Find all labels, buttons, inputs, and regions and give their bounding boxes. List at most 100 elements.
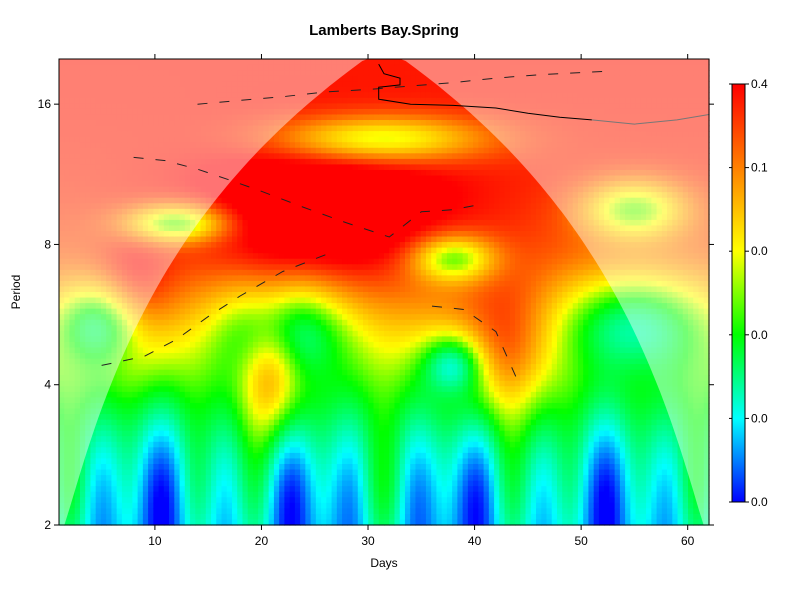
heatmap-cell: [363, 230, 369, 238]
heatmap-cell: [59, 330, 65, 337]
heatmap-cell: [179, 386, 186, 393]
heatmap-cell: [263, 486, 270, 493]
heatmap-cell: [258, 97, 265, 104]
heatmap-cell: [205, 175, 212, 182]
heatmap-cell: [158, 186, 165, 193]
heatmap-cell: [106, 197, 113, 204]
heatmap-cell: [95, 192, 102, 199]
heatmap-cell: [268, 92, 275, 99]
heatmap-cell: [242, 219, 249, 227]
heatmap-cell: [331, 375, 338, 382]
heatmap-cell: [74, 330, 81, 337]
heatmap-cell: [74, 219, 81, 227]
heatmap-cell: [95, 486, 102, 493]
heatmap-cell: [148, 419, 154, 426]
heatmap-cell: [100, 491, 107, 498]
heatmap-cell: [216, 236, 223, 243]
heatmap-cell: [158, 508, 165, 515]
heatmap-cell: [331, 397, 338, 404]
heatmap-cell: [342, 230, 348, 238]
heatmap-cell: [279, 275, 285, 282]
heatmap-cell: [74, 297, 81, 304]
heatmap-cell: [331, 164, 338, 171]
heatmap-cell: [231, 286, 238, 293]
heatmap-cell: [153, 81, 160, 88]
heatmap-cell: [163, 97, 170, 104]
heatmap-cell: [258, 286, 265, 293]
heatmap-cell: [137, 181, 144, 188]
heatmap-cell: [363, 502, 369, 509]
heatmap-cell: [216, 292, 223, 299]
heatmap-cell: [137, 458, 144, 465]
heatmap-cell: [237, 186, 244, 193]
heatmap-cell: [357, 70, 364, 77]
heatmap-cell: [268, 519, 275, 526]
heatmap-cell: [142, 253, 149, 260]
heatmap-cell: [237, 264, 244, 271]
heatmap-cell: [137, 497, 144, 504]
heatmap-cell: [142, 131, 149, 138]
heatmap-cell: [321, 164, 327, 171]
heatmap-cell: [347, 391, 354, 399]
heatmap-cell: [347, 513, 354, 521]
heatmap-cell: [357, 375, 364, 382]
heatmap-cell: [211, 508, 217, 515]
heatmap-cell: [363, 203, 369, 210]
heatmap-cell: [158, 358, 165, 365]
heatmap-cell: [305, 186, 312, 193]
heatmap-cell: [289, 192, 296, 199]
heatmap-cell: [95, 330, 102, 337]
heatmap-cell: [205, 275, 212, 282]
heatmap-cell: [205, 258, 212, 265]
heatmap-cell: [179, 408, 186, 415]
heatmap-cell: [237, 142, 244, 149]
heatmap-cell: [137, 425, 144, 432]
heatmap-cell: [132, 264, 139, 271]
heatmap-cell: [315, 253, 322, 260]
heatmap-cell: [321, 425, 327, 432]
heatmap-cell: [179, 219, 186, 227]
heatmap-cell: [263, 364, 270, 371]
heatmap-cell: [363, 292, 369, 299]
heatmap-cell: [59, 258, 65, 265]
heatmap-cell: [252, 108, 259, 116]
heatmap-cell: [158, 280, 165, 288]
heatmap-cell: [95, 81, 102, 88]
heatmap-cell: [179, 425, 186, 432]
heatmap-cell: [132, 225, 139, 232]
heatmap-cell: [179, 364, 186, 371]
heatmap-cell: [216, 447, 223, 454]
heatmap-cell: [169, 486, 175, 493]
heatmap-cell: [169, 480, 175, 487]
heatmap-cell: [305, 447, 312, 454]
heatmap-cell: [252, 475, 259, 482]
heatmap-cell: [132, 463, 139, 471]
heatmap-cell: [205, 325, 212, 332]
heatmap-cell: [190, 86, 196, 93]
heatmap-cell: [95, 397, 102, 404]
heatmap-cell: [69, 158, 76, 166]
heatmap-cell: [226, 475, 233, 482]
heatmap-cell: [69, 258, 76, 265]
heatmap-cell: [289, 175, 296, 182]
heatmap-cell: [111, 325, 118, 332]
heatmap-cell: [347, 136, 354, 143]
heatmap-cell: [205, 203, 212, 210]
heatmap-cell: [336, 513, 343, 521]
heatmap-cell: [116, 308, 123, 315]
heatmap-cell: [121, 441, 128, 448]
heatmap-cell: [315, 341, 322, 349]
heatmap-cell: [363, 158, 369, 166]
heatmap-cell: [363, 419, 369, 426]
heatmap-cell: [231, 502, 238, 509]
heatmap-cell: [169, 175, 175, 182]
heatmap-cell: [106, 491, 113, 498]
heatmap-cell: [148, 136, 154, 143]
heatmap-cell: [294, 219, 301, 227]
heatmap-cell: [331, 463, 338, 471]
heatmap-cell: [74, 380, 81, 387]
heatmap-cell: [59, 508, 65, 515]
heatmap-cell: [310, 86, 317, 93]
heatmap-cell: [127, 502, 133, 509]
heatmap-cell: [59, 513, 65, 521]
